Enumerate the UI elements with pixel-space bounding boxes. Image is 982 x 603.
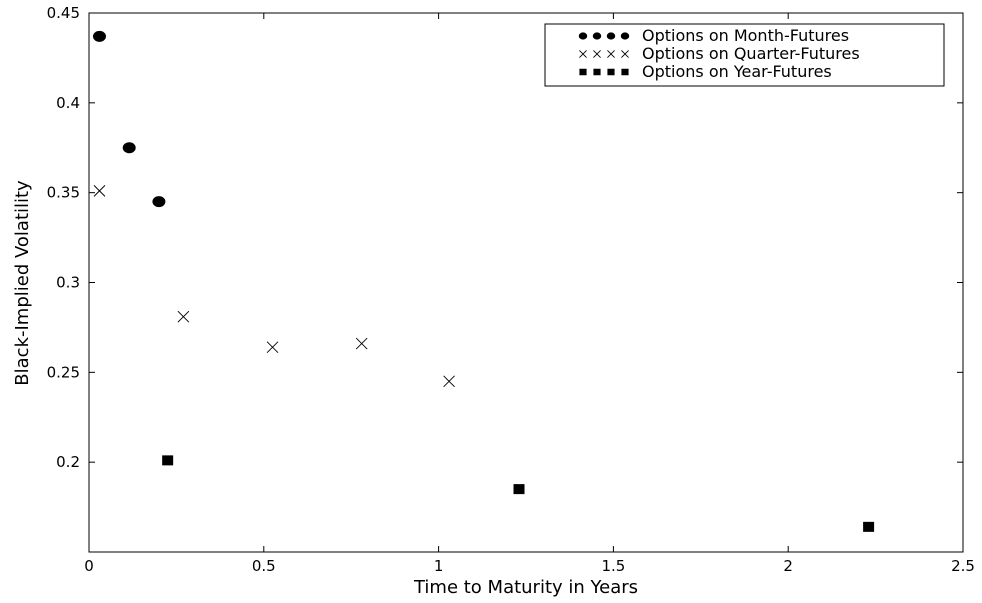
legend-label-month-futures: Options on Month-Futures [642,26,849,45]
legend-marker-series-1 [579,50,587,58]
data-point-series-1 [266,341,279,353]
x-tick-label: 2.5 [951,557,975,575]
legend-marker-series-0 [578,32,588,40]
legend-label-quarter-futures: Options on Quarter-Futures [642,44,860,63]
legend-marker-series-0 [606,32,616,40]
y-tick-label: 0.4 [56,94,80,112]
data-point-series-1 [443,375,455,388]
data-point-series-0 [122,142,136,154]
legend-markers [578,32,630,76]
legend-marker-series-1 [621,50,629,58]
data-points [92,30,875,532]
data-point-series-0 [152,196,166,208]
data-point-series-2 [513,484,525,495]
x-tick-label: 1.5 [601,557,625,575]
y-tick-label: 0.3 [56,274,80,292]
y-tick-label: 0.35 [47,184,80,202]
data-point-series-1 [355,337,368,350]
legend-marker-series-1 [593,50,601,58]
legend-marker-series-2 [593,68,601,76]
x-tick-label: 0 [84,557,94,575]
legend-marker-series-2 [607,68,615,76]
x-axis-label: Time to Maturity in Years [413,577,638,598]
legend-marker-series-2 [579,68,587,76]
x-tick-label: 1 [434,557,444,575]
x-tick-label: 0.5 [252,557,276,575]
legend-marker-series-0 [620,32,630,40]
data-point-series-1 [177,310,190,323]
y-axis-label: Black-Implied Volatility [12,180,33,386]
data-point-series-2 [162,455,174,466]
x-axis-ticks: 0 0.5 1 1.5 2 2.5 [84,13,975,575]
legend: Options on Month-Futures Options on Quar… [544,23,945,87]
data-point-series-2 [863,521,875,532]
y-tick-label: 0.45 [47,4,80,22]
legend-label-year-futures: Options on Year-Futures [642,62,832,81]
y-tick-label: 0.2 [56,453,80,471]
data-point-series-0 [92,30,106,42]
plot-area [88,12,964,553]
legend-marker-series-0 [592,32,602,40]
y-tick-label: 0.25 [47,363,80,381]
y-axis-ticks: 0.2 0.25 0.3 0.35 0.4 0.45 [47,4,963,471]
legend-marker-series-2 [621,68,629,76]
x-tick-label: 2 [783,557,793,575]
data-point-series-1 [93,185,106,197]
legend-marker-series-1 [607,50,615,58]
